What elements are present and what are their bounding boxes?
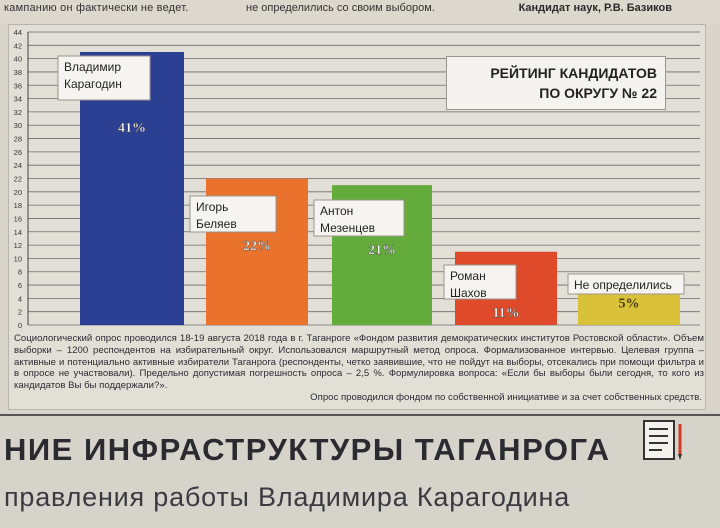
header-middle-text: не определились со своим выбором. (246, 2, 435, 14)
header-author: Кандидат наук, Р.В. Базиков (518, 2, 672, 14)
header-left-text: кампанию он фактически не ведет. (4, 2, 189, 14)
y-tick-label: 6 (18, 281, 22, 290)
y-tick-label: 20 (14, 188, 22, 197)
bar-5 (578, 291, 680, 325)
y-tick-label: 36 (14, 81, 22, 90)
category-label: Владимир (64, 60, 121, 74)
survey-caption-last-line: Опрос проводился фондом по собственной и… (310, 392, 702, 403)
headline-area (0, 412, 720, 528)
category-label: Мезенцев (320, 221, 375, 235)
y-tick-label: 26 (14, 148, 22, 157)
y-tick-label: 42 (14, 41, 22, 50)
y-tick-label: 22 (14, 175, 22, 184)
value-label: 11% (492, 306, 519, 321)
y-tick-label: 4 (18, 294, 22, 303)
value-label: 5% (619, 297, 640, 312)
y-tick-label: 8 (18, 268, 22, 277)
category-label: Роман (450, 269, 486, 283)
headline-line-1: НИЕ ИНФРАСТРУКТУРЫ ТАГАНРОГА (4, 432, 611, 467)
document-checklist-icon (643, 420, 682, 460)
category-label-box (567, 273, 685, 295)
rating-bar-chart: 0246810121416182022242628303234363840424… (14, 28, 700, 330)
y-tick-label: 34 (14, 95, 22, 104)
category-label: Не определились (574, 278, 672, 292)
value-label: 21% (368, 243, 396, 258)
y-tick-label: 10 (14, 254, 22, 263)
category-label-box (57, 55, 151, 101)
category-label-box (313, 199, 405, 237)
section-divider (0, 414, 720, 416)
survey-caption: Социологический опрос проводился 18-19 а… (14, 333, 704, 392)
y-tick-label: 2 (18, 308, 22, 317)
category-label-box (189, 195, 277, 233)
category-label: Антон (320, 204, 353, 218)
y-tick-label: 18 (14, 201, 22, 210)
category-label: Игорь (196, 200, 228, 214)
y-tick-label: 14 (14, 228, 22, 237)
top-strip: кампанию он фактически не ведет. не опре… (0, 0, 720, 24)
category-label: Шахов (450, 286, 487, 300)
y-tick-label: 28 (14, 135, 22, 144)
y-tick-label: 30 (14, 121, 22, 130)
y-tick-label: 12 (14, 241, 22, 250)
chart-title-line-1: РЕЙТИНГ КАНДИДАТОВ (490, 65, 657, 81)
category-label-box (443, 264, 517, 300)
chart-title-line-2: ПО ОКРУГУ № 22 (539, 85, 657, 101)
value-label: 22% (243, 239, 271, 254)
y-tick-label: 44 (14, 28, 22, 37)
y-tick-label: 40 (14, 55, 22, 64)
y-tick-label: 32 (14, 108, 22, 117)
y-tick-label: 38 (14, 68, 22, 77)
y-tick-label: 24 (14, 161, 22, 170)
headline-line-2: правления работы Владимира Карагодина (4, 482, 571, 512)
y-tick-label: 0 (18, 321, 22, 330)
y-tick-label: 16 (14, 214, 22, 223)
category-label: Беляев (196, 217, 237, 231)
chart-title-box: РЕЙТИНГ КАНДИДАТОВ ПО ОКРУГУ № 22 (446, 56, 666, 110)
value-label: 41% (118, 121, 146, 136)
category-label: Карагодин (64, 77, 122, 91)
